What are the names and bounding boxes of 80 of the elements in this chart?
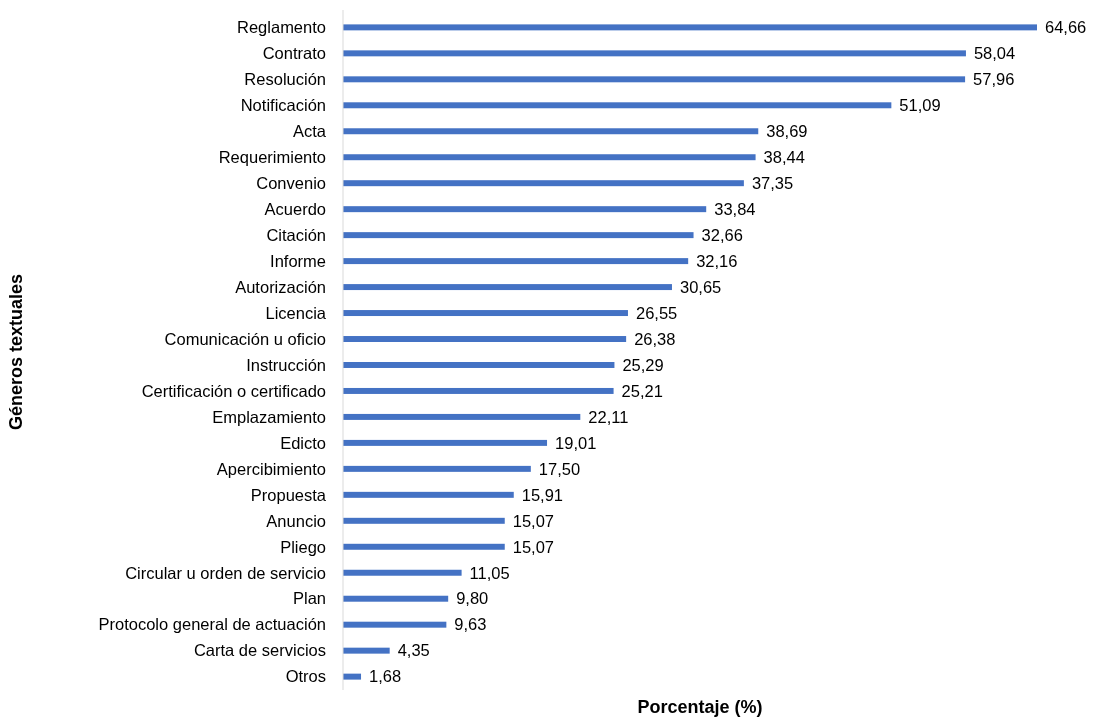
bar (343, 621, 447, 628)
bar (343, 310, 628, 317)
y-tick-label: Edicto (280, 433, 326, 452)
y-tick-label: Apercibimiento (216, 459, 326, 478)
y-tick-label: Contrato (262, 44, 326, 63)
bar (343, 102, 892, 109)
data-label: 58,04 (973, 44, 1016, 63)
bar (343, 76, 966, 83)
bar (343, 647, 390, 654)
bar (343, 206, 707, 213)
y-tick-label: Comunicación u oficio (164, 329, 326, 348)
data-label: 51,09 (899, 96, 941, 115)
y-tick-label: Requerimiento (218, 148, 326, 166)
data-label: 32,66 (701, 225, 743, 244)
data-label: 32,16 (696, 251, 738, 270)
bar (343, 128, 759, 135)
bar (343, 413, 581, 420)
y-tick-label: Acta (292, 122, 327, 141)
y-tick-label: Notificación (240, 96, 326, 115)
bar (343, 387, 614, 394)
data-label: 37,35 (751, 173, 794, 192)
bar (343, 284, 672, 291)
y-axis-title: Géneros textuales (6, 273, 26, 431)
y-tick-label: Instrucción (246, 355, 326, 374)
y-tick-label: Resolución (244, 70, 326, 89)
bar (343, 232, 694, 239)
y-tick-label: Propuesta (250, 485, 327, 504)
y-tick-label: Emplazamiento (212, 407, 326, 426)
data-label: 15,07 (512, 511, 555, 530)
bar (343, 543, 505, 550)
data-label: 38,44 (763, 148, 805, 166)
data-label: 57,96 (973, 70, 1015, 89)
bar (343, 154, 756, 161)
data-label: 15,07 (512, 537, 555, 556)
y-tick-label: Protocolo general de actuación (98, 615, 326, 634)
data-label: 64,66 (1045, 18, 1087, 37)
y-tick-label: Licencia (265, 303, 327, 322)
y-tick-label: Autorización (235, 277, 326, 296)
data-label: 22,11 (588, 407, 629, 426)
y-tick-label: Informe (270, 251, 326, 270)
y-tick-label: Citación (266, 225, 326, 244)
data-label: 33,84 (714, 199, 756, 218)
data-label: 11,05 (469, 563, 510, 582)
y-tick-label: Certificación o certificado (141, 381, 326, 400)
data-label: 9,63 (454, 615, 487, 634)
data-label: 9,80 (456, 589, 489, 608)
bar (343, 258, 689, 265)
y-tick-label: Reglamento (237, 18, 326, 37)
y-tick-label: Convenio (256, 173, 326, 192)
data-label: 15,91 (521, 485, 564, 504)
data-label: 26,38 (634, 329, 676, 348)
bar (343, 336, 627, 342)
bar (343, 595, 449, 602)
bar (343, 50, 966, 57)
data-label: 26,55 (635, 303, 678, 322)
y-tick-label: Pliego (280, 537, 326, 556)
bar (343, 24, 1037, 31)
data-label: 4,35 (397, 641, 430, 660)
bar (343, 517, 505, 524)
data-label: 25,29 (622, 355, 664, 374)
bar (343, 180, 744, 187)
y-tick-label: Acuerdo (264, 199, 326, 218)
data-label: 25,21 (621, 381, 663, 400)
data-label: 1,68 (369, 667, 402, 686)
y-tick-label: Circular u orden de servicio (125, 563, 326, 582)
bar (343, 491, 514, 498)
y-tick-label: Carta de servicios (193, 641, 326, 660)
bar (343, 673, 362, 680)
data-label: 19,01 (555, 433, 597, 452)
x-axis-title: Porcentaje (%) (637, 697, 763, 717)
y-tick-label: Otros (285, 667, 326, 686)
data-label: 17,50 (538, 459, 581, 478)
data-label: 30,65 (679, 277, 722, 296)
y-tick-label: Plan (292, 589, 326, 608)
bar (343, 465, 531, 472)
bar (343, 362, 615, 368)
bar (343, 569, 462, 576)
bar (343, 439, 548, 446)
y-tick-label: Anuncio (266, 511, 326, 530)
data-label: 38,69 (766, 122, 808, 141)
